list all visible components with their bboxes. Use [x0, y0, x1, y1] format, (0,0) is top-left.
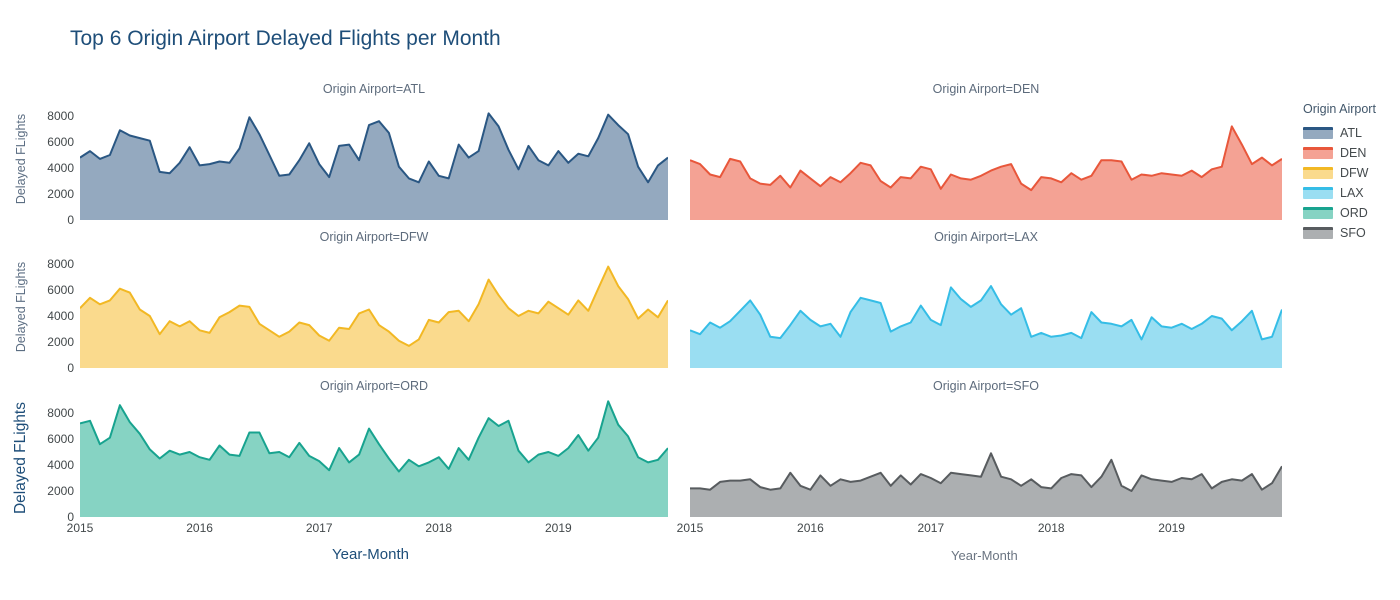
x-tick-label: 2019 — [1158, 521, 1185, 535]
y-tick-label: 4000 — [47, 458, 74, 472]
sfo-trend-line — [690, 452, 1282, 492]
facet-atl: Origin Airport=ATL — [80, 82, 668, 221]
legend: Origin Airport ATL DEN DFW LAX ORD SFO — [1303, 102, 1376, 243]
y-tick-label: 8000 — [47, 406, 74, 420]
y-tick-label: 0 — [67, 213, 74, 227]
legend-item-atl[interactable]: ATL — [1303, 123, 1376, 143]
y-tick-label: 2000 — [47, 484, 74, 498]
atl-area-plot[interactable] — [80, 100, 668, 221]
facet-den: Origin Airport=DEN — [690, 82, 1282, 221]
x-tick-label: 2019 — [545, 521, 572, 535]
lax-swatch-icon — [1303, 187, 1333, 199]
sfo-area-plot[interactable] — [690, 397, 1282, 518]
x-tick-label: 2018 — [1037, 521, 1065, 535]
legend-title: Origin Airport — [1303, 102, 1376, 116]
y-axis-label-row1: Delayed FLights — [14, 113, 28, 205]
y-axis-label-row2: Delayed FLights — [14, 261, 28, 353]
legend-label: DFW — [1340, 166, 1369, 180]
den-area-fill — [690, 126, 1282, 220]
sfo-swatch-icon — [1303, 227, 1333, 239]
ord-swatch-icon — [1303, 207, 1333, 219]
x-tick-label: 2017 — [305, 521, 333, 535]
dfw-swatch-icon — [1303, 167, 1333, 179]
atl-area-fill — [80, 113, 668, 220]
legend-label: SFO — [1340, 226, 1366, 240]
x-tick-label: 2016 — [797, 521, 824, 535]
y-tick-label: 0 — [67, 361, 74, 375]
legend-item-ord[interactable]: ORD — [1303, 203, 1376, 223]
legend-label: ORD — [1340, 206, 1368, 220]
figure-title: Top 6 Origin Airport Delayed Flights per… — [70, 27, 501, 50]
facet-title-atl: Origin Airport=ATL — [322, 82, 426, 96]
facet-title-dfw: Origin Airport=DFW — [319, 230, 429, 244]
facet-title-den: Origin Airport=DEN — [932, 82, 1040, 96]
x-axis-label-right: Year-Month — [951, 548, 1018, 563]
x-tick-label: 2015 — [66, 521, 94, 535]
y-tick-label: 0 — [67, 510, 74, 524]
legend-label: LAX — [1340, 186, 1364, 200]
x-axis-label-left: Year-Month — [332, 546, 409, 563]
facet-ord: Origin Airport=ORD — [80, 379, 668, 518]
facet-title-ord: Origin Airport=ORD — [319, 379, 429, 393]
facet-sfo: Origin Airport=SFO — [690, 379, 1282, 518]
atl-swatch-icon — [1303, 127, 1333, 139]
facet-dfw: Origin Airport=DFW — [80, 230, 668, 369]
y-tick-label: 2000 — [47, 335, 74, 349]
y-tick-label: 6000 — [47, 135, 74, 149]
y-tick-label: 8000 — [47, 257, 74, 271]
legend-label: DEN — [1340, 146, 1367, 160]
den-trend-line — [690, 125, 1282, 192]
y-tick-label: 6000 — [47, 432, 74, 446]
lax-trend-line — [690, 285, 1282, 341]
ord-area-fill — [80, 401, 668, 517]
ord-trend-line — [80, 400, 668, 473]
legend-label: ATL — [1340, 126, 1362, 140]
den-swatch-icon — [1303, 147, 1333, 159]
facet-title-sfo: Origin Airport=SFO — [933, 379, 1039, 393]
legend-item-den[interactable]: DEN — [1303, 143, 1376, 163]
lax-area-fill — [690, 286, 1282, 368]
facet-lax: Origin Airport=LAX — [690, 230, 1282, 369]
x-tick-label: 2016 — [186, 521, 213, 535]
x-tick-label: 2018 — [425, 521, 453, 535]
dfw-trend-line — [80, 265, 668, 347]
legend-item-dfw[interactable]: DFW — [1303, 163, 1376, 183]
dfw-area-plot[interactable] — [80, 248, 668, 369]
legend-item-sfo[interactable]: SFO — [1303, 223, 1376, 243]
y-tick-label: 6000 — [47, 283, 74, 297]
y-tick-label: 8000 — [47, 109, 74, 123]
y-tick-label: 4000 — [47, 309, 74, 323]
x-tick-label: 2017 — [917, 521, 945, 535]
legend-item-lax[interactable]: LAX — [1303, 183, 1376, 203]
lax-area-plot[interactable] — [690, 248, 1282, 369]
y-axis-label-row3: Delayed FLights — [12, 402, 29, 515]
x-tick-label: 2015 — [676, 521, 704, 535]
sfo-area-fill — [690, 453, 1282, 517]
den-area-plot[interactable] — [690, 100, 1282, 221]
y-tick-label: 2000 — [47, 187, 74, 201]
atl-trend-line — [80, 112, 668, 184]
y-tick-label: 4000 — [47, 161, 74, 175]
facet-title-lax: Origin Airport=LAX — [934, 230, 1038, 244]
ord-area-plot[interactable] — [80, 397, 668, 518]
